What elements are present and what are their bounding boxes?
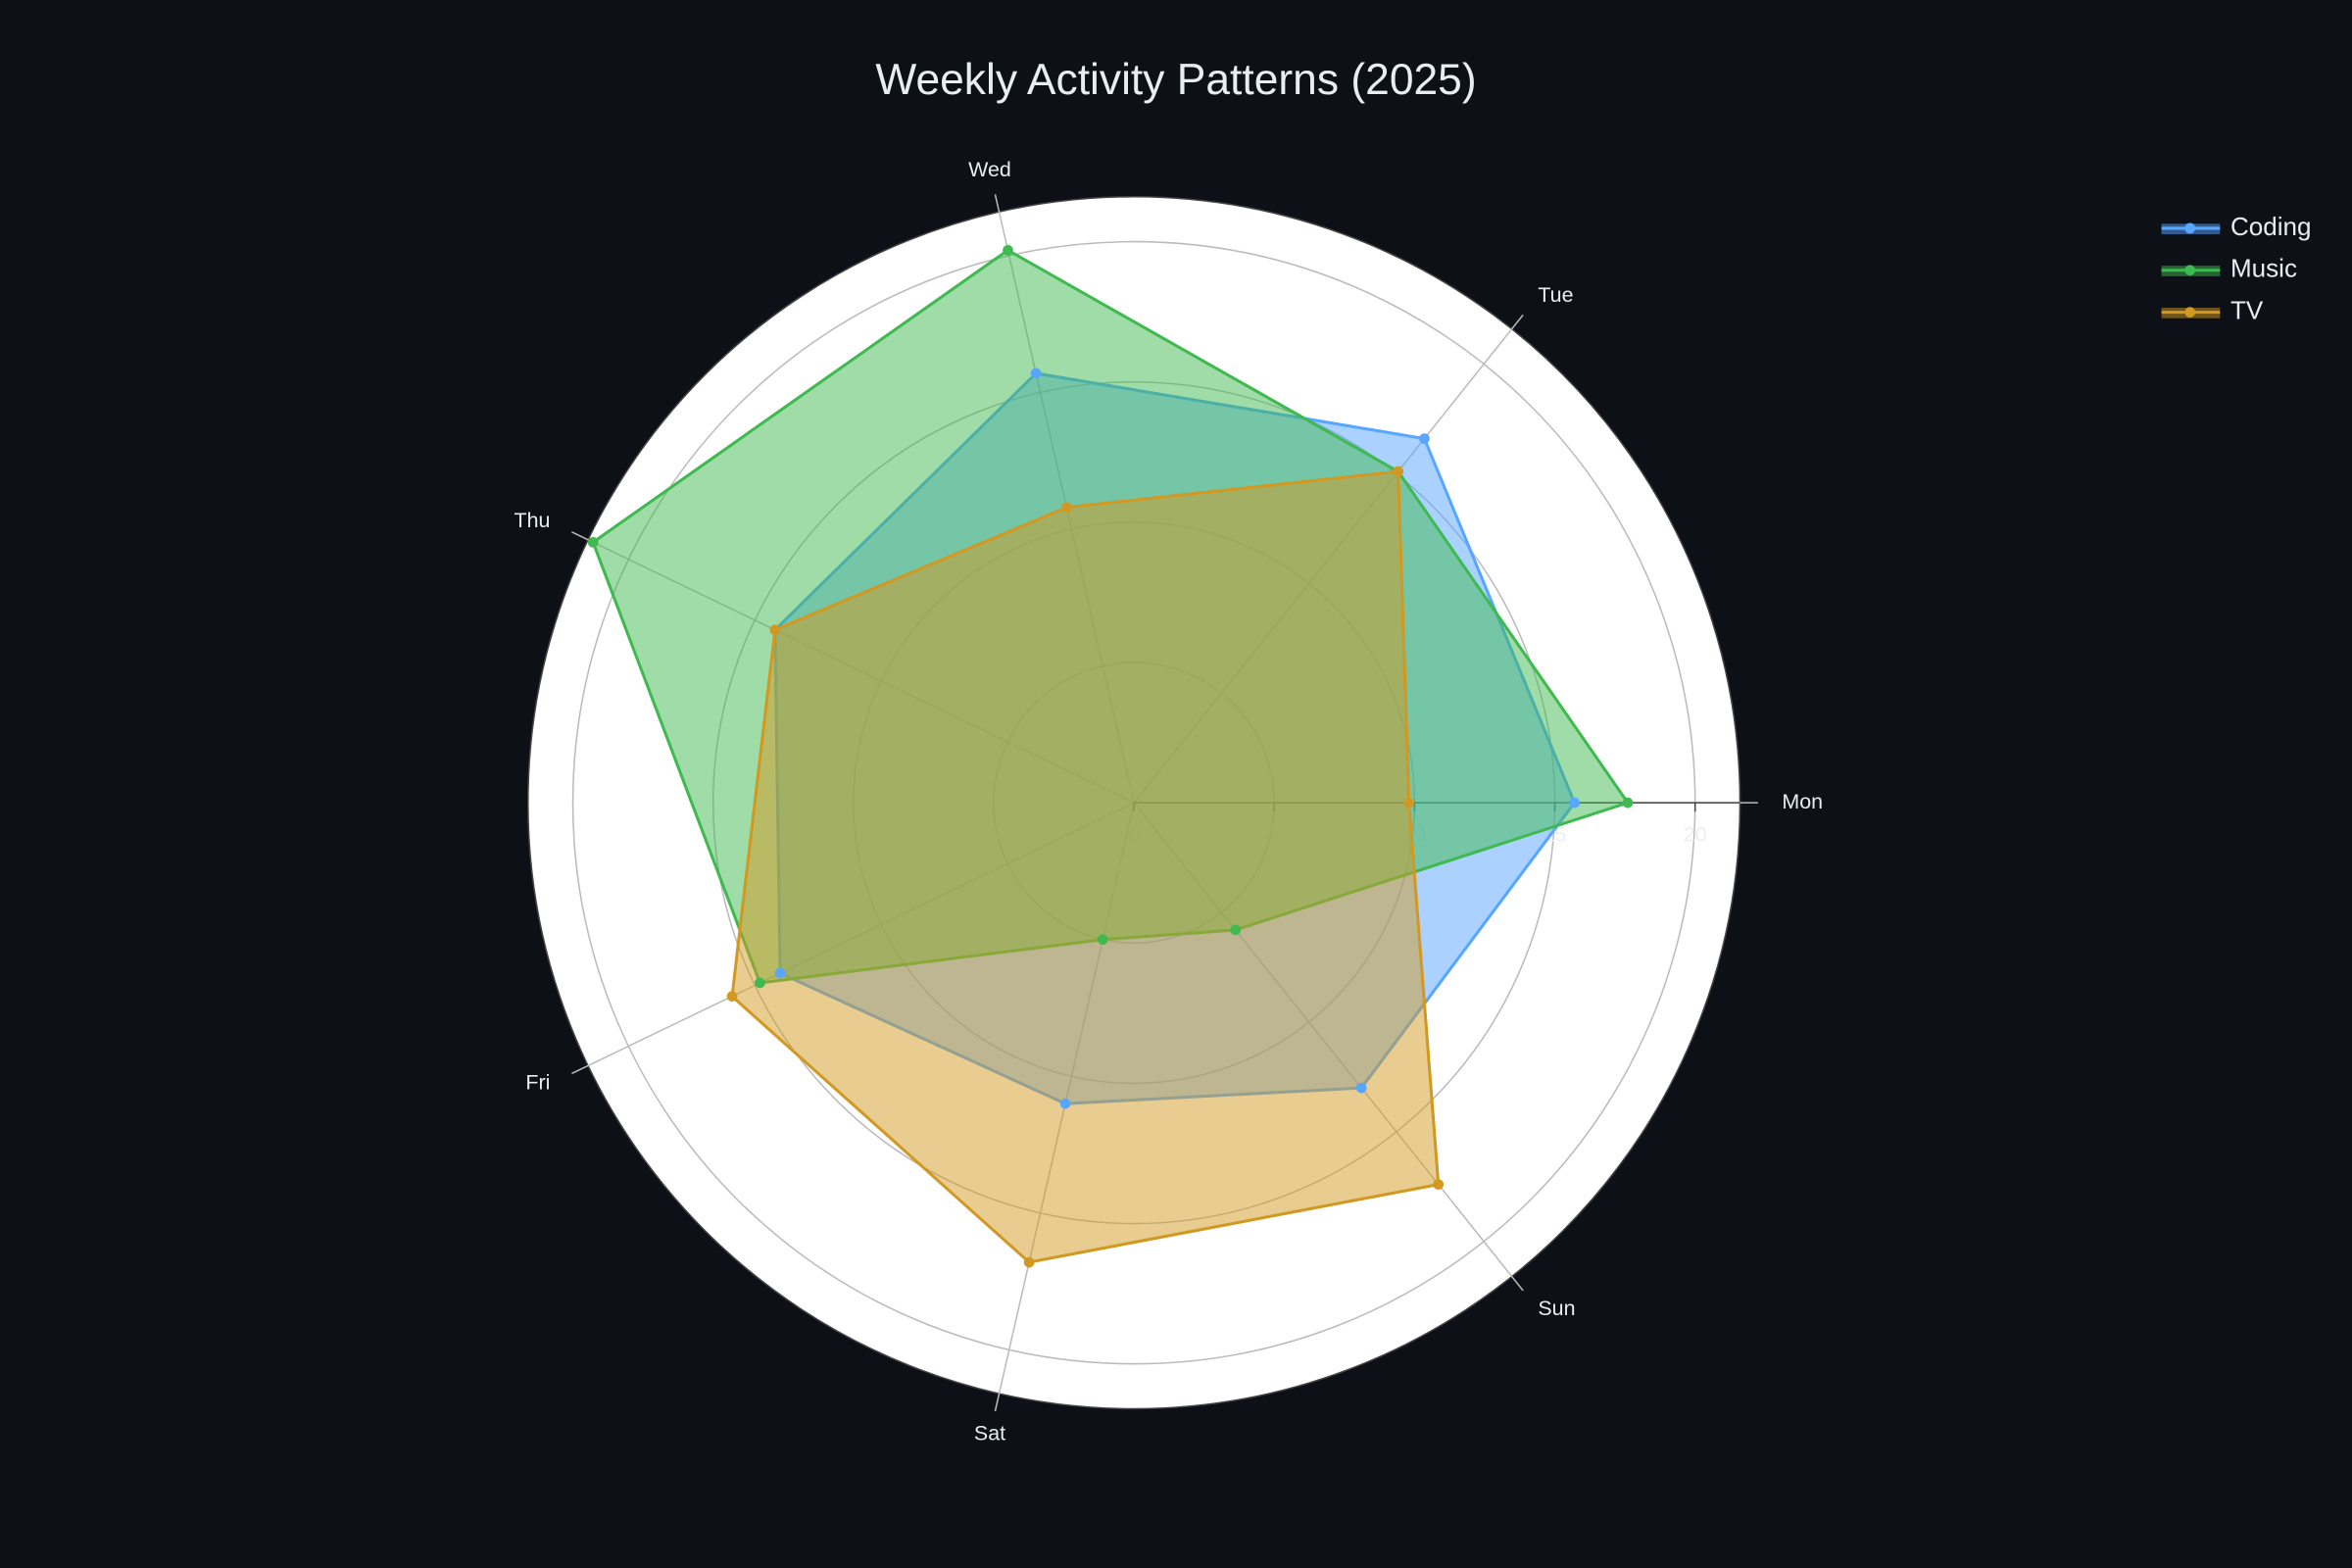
data-point xyxy=(1060,502,1072,514)
angular-tick-label: Sun xyxy=(1538,1297,1575,1320)
legend-label: TV xyxy=(2230,295,2264,324)
data-point xyxy=(1622,797,1634,808)
data-point xyxy=(1059,1098,1071,1109)
data-point xyxy=(726,991,738,1002)
data-point xyxy=(587,536,599,548)
angular-tick-label: Sat xyxy=(974,1421,1005,1445)
series-area xyxy=(730,469,1441,1264)
data-point xyxy=(1419,433,1430,444)
data-point xyxy=(769,624,781,636)
angular-tick-label: Thu xyxy=(514,509,551,532)
angular-tick-label: Fri xyxy=(525,1071,550,1095)
angular-tick-label: Mon xyxy=(1782,790,1823,813)
data-point xyxy=(1569,797,1580,808)
legend-marker xyxy=(2184,307,2196,318)
radial-tick-label: 20 xyxy=(1684,822,1707,846)
data-point xyxy=(1003,244,1013,256)
data-point xyxy=(1230,924,1242,936)
data-point xyxy=(1403,797,1415,808)
data-point xyxy=(1355,1082,1367,1094)
chart-title: Weekly Activity Patterns (2025) xyxy=(875,56,1476,104)
data-point xyxy=(1433,1179,1445,1190)
angular-tick-label: Tue xyxy=(1538,283,1573,307)
data-point xyxy=(1393,466,1404,477)
data-point xyxy=(1030,368,1042,379)
legend-label: Music xyxy=(2230,254,2297,283)
legend-item[interactable]: TV xyxy=(2161,295,2264,324)
data-point xyxy=(1097,934,1108,946)
legend-item[interactable]: Coding xyxy=(2161,212,2312,241)
legend-marker xyxy=(2184,265,2196,276)
data-point xyxy=(1023,1256,1035,1268)
data-point xyxy=(755,977,765,989)
angular-tick-label: Wed xyxy=(968,158,1011,181)
legend-marker xyxy=(2184,222,2196,234)
legend-label: Coding xyxy=(2230,212,2311,241)
legend-item[interactable]: Music xyxy=(2161,254,2297,283)
data-point xyxy=(774,967,786,979)
